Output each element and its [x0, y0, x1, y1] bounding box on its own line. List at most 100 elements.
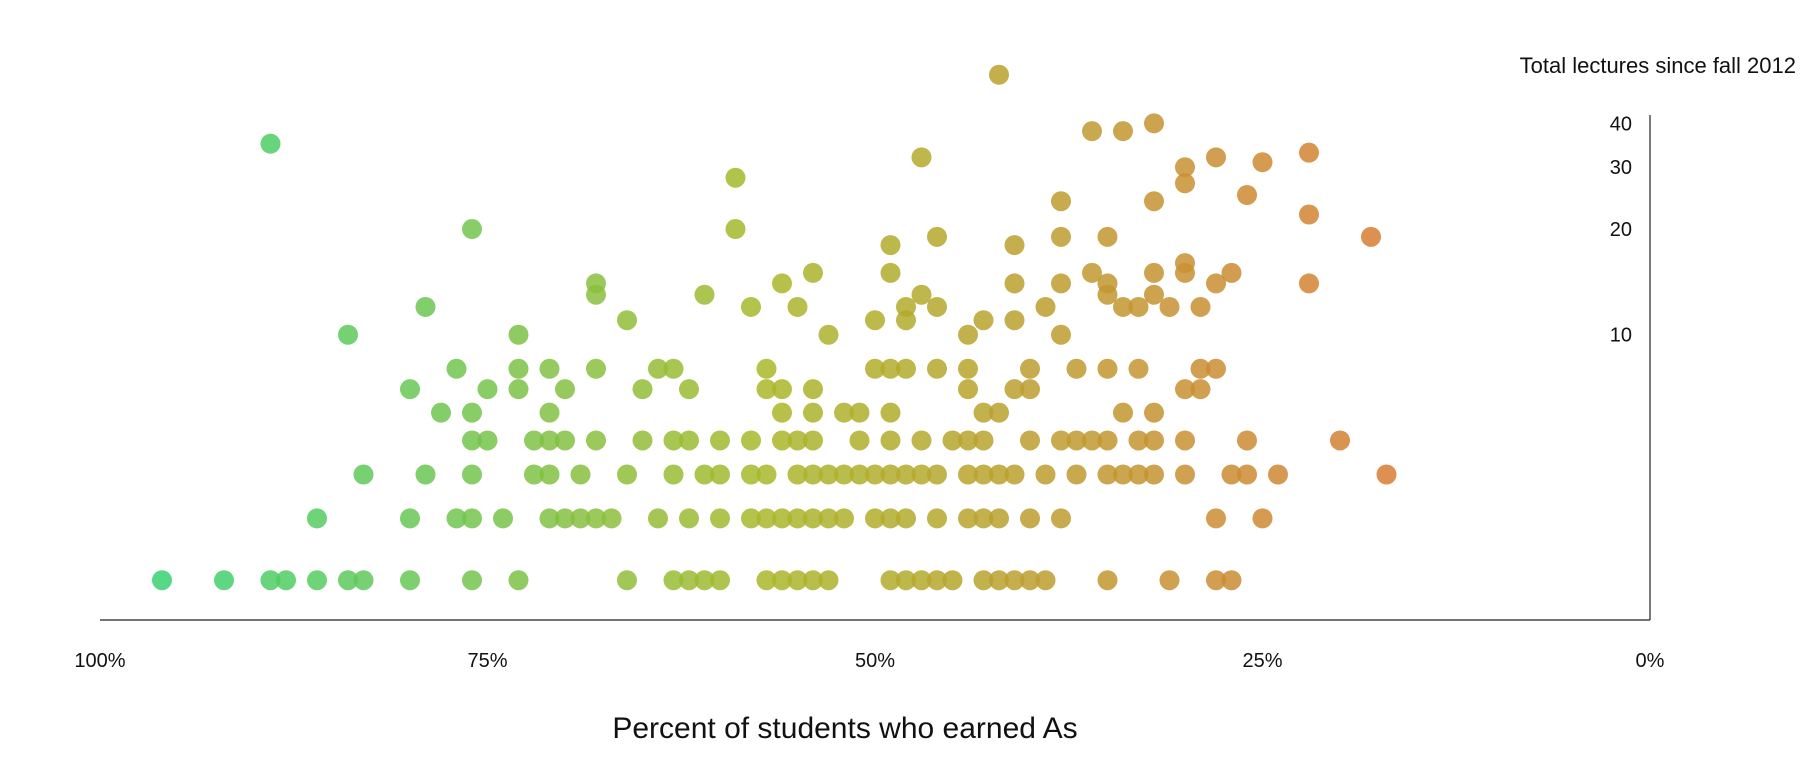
data-point: [787, 464, 808, 485]
data-point: [1097, 430, 1118, 451]
data-point: [1299, 142, 1319, 163]
data-point: [741, 430, 761, 451]
x-tick-label: 75%: [467, 650, 507, 672]
data-point: [1237, 464, 1257, 485]
data-point: [539, 402, 560, 423]
data-point: [1376, 464, 1397, 485]
data-point: [524, 430, 544, 451]
data-point: [772, 273, 792, 294]
data-point: [353, 570, 374, 591]
data-point: [787, 430, 808, 451]
data-point: [1097, 570, 1118, 591]
y-tick-labels: 10 20 30 40: [1610, 113, 1632, 346]
data-point: [880, 358, 901, 379]
data-point: [973, 310, 994, 331]
data-point: [942, 570, 963, 591]
data-point: [958, 324, 978, 345]
x-tick-label: 0%: [1636, 650, 1665, 672]
data-point: [927, 296, 947, 317]
data-point: [586, 430, 606, 451]
data-point: [1144, 113, 1164, 134]
data-point: [725, 219, 746, 240]
data-point: [927, 508, 947, 529]
data-point: [1128, 464, 1149, 485]
data-point: [1159, 570, 1180, 591]
data-point: [353, 464, 374, 485]
data-point: [927, 358, 947, 379]
data-point: [601, 508, 622, 529]
data-point: [1097, 273, 1118, 294]
data-point: [694, 570, 715, 591]
data-point: [880, 262, 901, 283]
data-point: [880, 430, 901, 451]
data-point: [803, 570, 823, 591]
data-point: [958, 358, 978, 379]
data-point: [818, 464, 839, 485]
data-point: [462, 570, 482, 591]
y-tick-label: 10: [1610, 325, 1632, 347]
data-point: [958, 508, 978, 529]
data-point: [1035, 570, 1056, 591]
data-point: [1051, 324, 1071, 345]
data-point: [1097, 226, 1118, 247]
data-point: [772, 508, 792, 529]
data-point: [1113, 402, 1133, 423]
data-point: [214, 570, 234, 591]
data-point: [586, 508, 606, 529]
data-point: [307, 508, 327, 529]
data-point: [818, 324, 839, 345]
data-point: [307, 570, 327, 591]
data-point: [462, 219, 482, 240]
data-point: [803, 379, 823, 400]
data-point: [787, 570, 808, 591]
data-point: [462, 464, 482, 485]
data-point: [818, 570, 839, 591]
data-point: [1035, 296, 1056, 317]
data-point: [958, 464, 978, 485]
data-point: [1206, 570, 1226, 591]
data-point: [679, 430, 699, 451]
data-point: [617, 464, 637, 485]
data-point: [772, 430, 792, 451]
data-point: [896, 464, 916, 485]
y-tick-label: 30: [1610, 157, 1632, 179]
data-point: [446, 358, 467, 379]
data-point: [849, 402, 870, 423]
data-point: [1144, 262, 1164, 283]
data-point: [1004, 379, 1025, 400]
data-point: [648, 508, 668, 529]
data-point: [989, 570, 1009, 591]
data-point: [1082, 121, 1102, 142]
data-point: [400, 570, 420, 591]
axes: [100, 115, 1651, 621]
data-point: [1113, 121, 1133, 142]
data-point: [586, 358, 606, 379]
data-point: [1361, 226, 1381, 247]
data-point: [617, 570, 637, 591]
data-point: [1128, 296, 1149, 317]
data-point: [973, 464, 994, 485]
data-point: [1144, 464, 1164, 485]
data-point: [1066, 358, 1087, 379]
x-tick-label: 25%: [1242, 650, 1282, 672]
y-tick-label: 40: [1610, 113, 1632, 135]
data-point: [927, 226, 947, 247]
data-point: [524, 464, 544, 485]
data-point: [679, 379, 699, 400]
data-point: [1190, 379, 1211, 400]
data-point: [1175, 430, 1195, 451]
data-point: [400, 508, 420, 529]
data-point: [1066, 464, 1087, 485]
data-point: [555, 379, 575, 400]
data-point: [1097, 358, 1118, 379]
data-point: [1051, 273, 1071, 294]
data-point: [865, 508, 885, 529]
data-point: [1299, 204, 1319, 225]
data-point: [679, 508, 699, 529]
data-point: [1159, 296, 1180, 317]
data-point: [710, 570, 730, 591]
data-point: [555, 430, 575, 451]
data-point: [834, 464, 854, 485]
data-point: [896, 296, 916, 317]
data-point: [508, 379, 529, 400]
